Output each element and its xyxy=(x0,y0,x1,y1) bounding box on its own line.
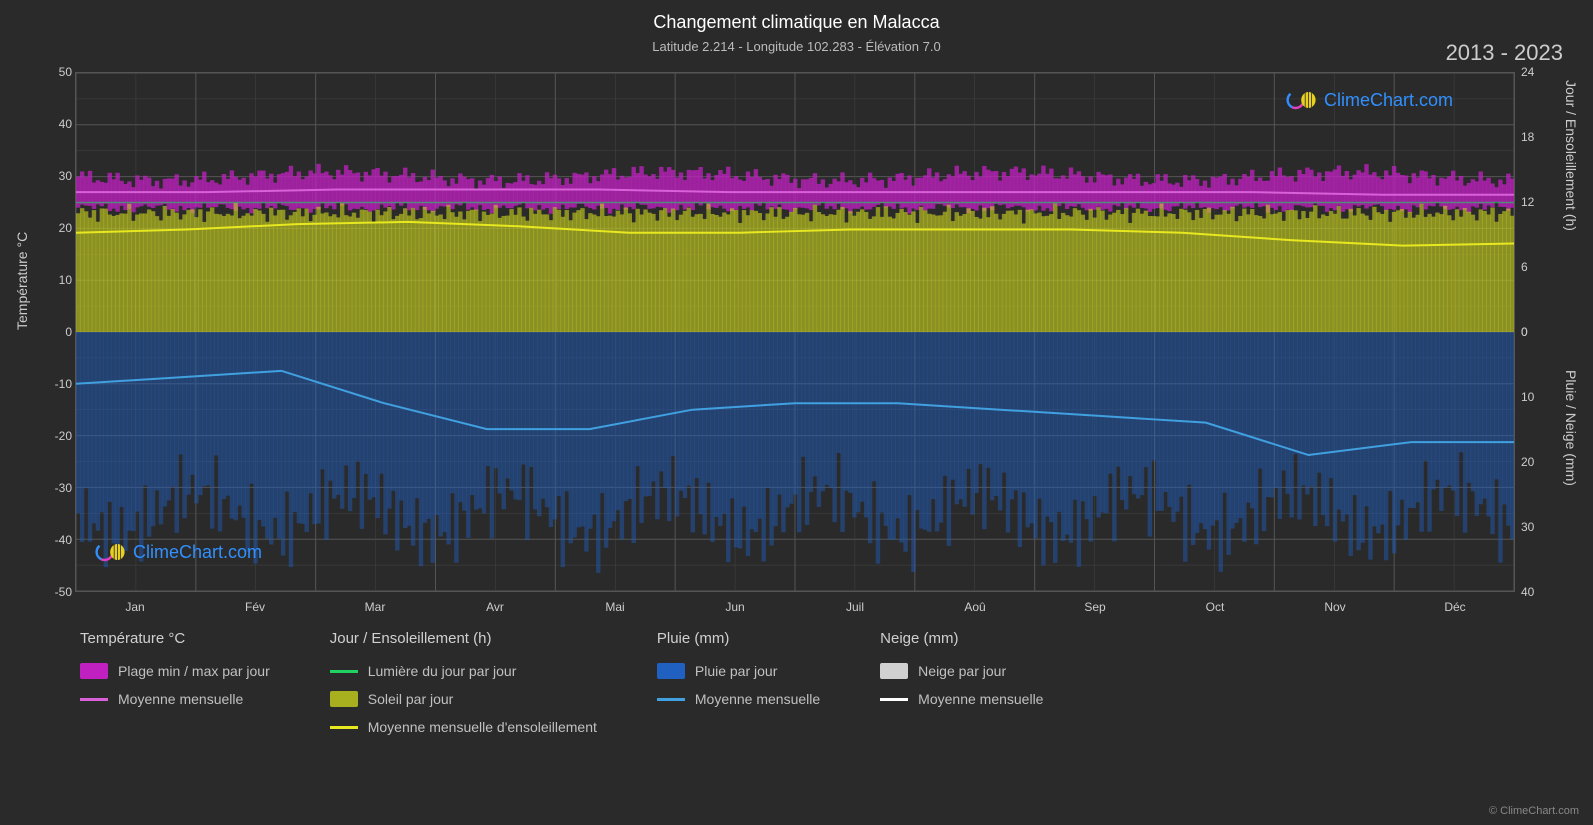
x-tick: Aoû xyxy=(964,600,985,614)
x-tick: Jun xyxy=(725,600,744,614)
y-tick-left: 0 xyxy=(44,325,72,339)
y-tick-left: 30 xyxy=(44,169,72,183)
x-tick: Sep xyxy=(1084,600,1105,614)
logo-text: ClimeChart.com xyxy=(1324,90,1453,111)
legend-swatch xyxy=(330,691,358,707)
y-tick-left: 40 xyxy=(44,117,72,131)
legend-item: Moyenne mensuelle d'ensoleillement xyxy=(330,719,597,735)
x-tick: Mai xyxy=(605,600,624,614)
legend-group-title: Jour / Ensoleillement (h) xyxy=(330,630,597,647)
y-axis-right-top-label: Jour / Ensoleillement (h) xyxy=(1563,80,1579,231)
year-range: 2013 - 2023 xyxy=(1446,40,1563,66)
legend-item: Neige par jour xyxy=(880,663,1043,679)
x-tick: Fév xyxy=(245,600,265,614)
logo-bottom: ClimeChart.com xyxy=(95,540,262,564)
legend: Température °C Plage min / max par jour Mo… xyxy=(80,630,1520,735)
legend-label: Soleil par jour xyxy=(368,691,454,707)
y-tick-left: 20 xyxy=(44,221,72,235)
legend-swatch xyxy=(80,663,108,679)
legend-line xyxy=(880,698,908,701)
y-tick-right-bottom: 30 xyxy=(1521,520,1543,534)
legend-item: Moyenne mensuelle xyxy=(80,691,270,707)
legend-swatch xyxy=(880,663,908,679)
legend-line xyxy=(80,698,108,701)
y-tick-left: -10 xyxy=(44,377,72,391)
legend-swatch xyxy=(657,663,685,679)
x-tick: Juil xyxy=(846,600,864,614)
legend-item: Plage min / max par jour xyxy=(80,663,270,679)
legend-label: Moyenne mensuelle xyxy=(695,691,820,707)
legend-column: Température °C Plage min / max par jour Mo… xyxy=(80,630,270,735)
chart-svg xyxy=(76,73,1514,591)
legend-line xyxy=(330,670,358,673)
y-tick-left: 10 xyxy=(44,273,72,287)
chart-title: Changement climatique en Malacca xyxy=(0,0,1593,33)
chart-subtitle: Latitude 2.214 - Longitude 102.283 - Élé… xyxy=(0,39,1593,54)
legend-column: Neige (mm) Neige par jour Moyenne mensuell… xyxy=(880,630,1043,735)
y-tick-right-top: 24 xyxy=(1521,65,1543,79)
legend-label: Lumière du jour par jour xyxy=(368,663,517,679)
legend-label: Plage min / max par jour xyxy=(118,663,270,679)
legend-item: Moyenne mensuelle xyxy=(657,691,820,707)
legend-label: Moyenne mensuelle xyxy=(918,691,1043,707)
x-tick: Jan xyxy=(125,600,144,614)
x-tick: Déc xyxy=(1444,600,1465,614)
copyright: © ClimeChart.com xyxy=(1489,805,1579,817)
logo-top: ClimeChart.com xyxy=(1286,88,1453,112)
y-tick-right-bottom: 0 xyxy=(1521,325,1543,339)
y-tick-left: -20 xyxy=(44,429,72,443)
y-tick-right-bottom: 10 xyxy=(1521,390,1543,404)
y-axis-right-bottom-label: Pluie / Neige (mm) xyxy=(1563,370,1579,486)
legend-column: Jour / Ensoleillement (h) Lumière du jour… xyxy=(330,630,597,735)
x-tick: Avr xyxy=(486,600,504,614)
y-tick-left: 50 xyxy=(44,65,72,79)
y-tick-right-top: 12 xyxy=(1521,195,1543,209)
y-tick-left: -30 xyxy=(44,481,72,495)
legend-line xyxy=(657,698,685,701)
x-tick: Nov xyxy=(1324,600,1345,614)
legend-group-title: Neige (mm) xyxy=(880,630,1043,647)
y-tick-right-bottom: 40 xyxy=(1521,585,1543,599)
legend-group-title: Pluie (mm) xyxy=(657,630,820,647)
x-tick: Mar xyxy=(365,600,386,614)
legend-label: Moyenne mensuelle xyxy=(118,691,243,707)
legend-line xyxy=(330,726,358,729)
legend-item: Lumière du jour par jour xyxy=(330,663,597,679)
legend-column: Pluie (mm) Pluie par jour Moyenne mensuell… xyxy=(657,630,820,735)
logo-text: ClimeChart.com xyxy=(133,542,262,563)
x-tick: Oct xyxy=(1206,600,1225,614)
legend-group-title: Température °C xyxy=(80,630,270,647)
legend-item: Pluie par jour xyxy=(657,663,820,679)
y-tick-left: -40 xyxy=(44,533,72,547)
legend-label: Pluie par jour xyxy=(695,663,778,679)
y-tick-right-bottom: 20 xyxy=(1521,455,1543,469)
legend-label: Neige par jour xyxy=(918,663,1006,679)
y-tick-left: -50 xyxy=(44,585,72,599)
logo-icon xyxy=(1286,88,1318,112)
plot-area xyxy=(75,72,1515,592)
logo-icon xyxy=(95,540,127,564)
legend-item: Moyenne mensuelle xyxy=(880,691,1043,707)
y-axis-left-label: Température °C xyxy=(14,232,30,330)
climate-chart: Changement climatique en Malacca Latitud… xyxy=(0,0,1593,825)
legend-item: Soleil par jour xyxy=(330,691,597,707)
legend-label: Moyenne mensuelle d'ensoleillement xyxy=(368,719,597,735)
y-tick-right-top: 18 xyxy=(1521,130,1543,144)
y-tick-right-top: 6 xyxy=(1521,260,1543,274)
